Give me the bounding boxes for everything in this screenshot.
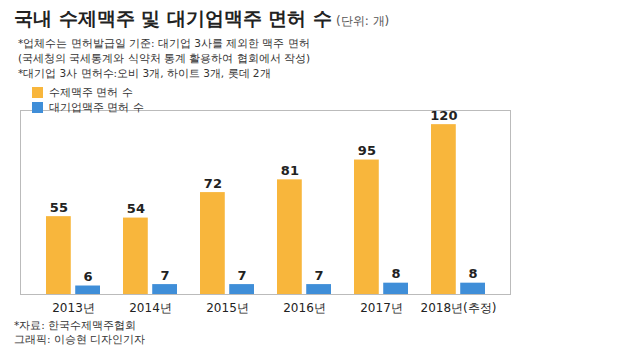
svg-text:54: 54 xyxy=(127,201,145,216)
svg-text:2016년: 2016년 xyxy=(283,301,326,315)
svg-text:120: 120 xyxy=(430,107,458,123)
svg-text:2017년: 2017년 xyxy=(360,301,403,315)
svg-text:8: 8 xyxy=(469,266,478,281)
html-text:(국세청의 국세통계와 식약처 통계 활용하여 협회에서 작: (국세청의 국세통계와 식약처 통계 활용하여 협회에서 작성) xyxy=(18,52,311,64)
svg-text:72: 72 xyxy=(204,176,222,191)
svg-text:7: 7 xyxy=(161,268,170,283)
svg-text:7: 7 xyxy=(238,268,247,283)
html-text:*자료: 한국수제맥주협회: *자료: 한국수제맥주협회 xyxy=(14,319,137,331)
svg-text:2015년: 2015년 xyxy=(206,301,249,315)
svg-text:2013년: 2013년 xyxy=(52,301,95,315)
svg-text:8: 8 xyxy=(392,266,401,281)
svg-text:2014년: 2014년 xyxy=(129,301,172,315)
html-text:*대기업 3사 면허수:오비 3개, 하이트 3개, 롯데: *대기업 3사 면허수:오비 3개, 하이트 3개, 롯데 2개 xyxy=(18,67,271,79)
html-text:*업체수는 면허발급일 기준: 대기업 3사를 제외한 맥주: *업체수는 면허발급일 기준: 대기업 3사를 제외한 맥주 면허 xyxy=(18,37,310,49)
svg-text:6: 6 xyxy=(84,269,93,284)
svg-text:81: 81 xyxy=(281,163,299,178)
html-text:수제맥주 면허 수: 수제맥주 면허 수 xyxy=(49,86,133,98)
html-text:대기업맥주 면허 수: 대기업맥주 면허 수 xyxy=(49,101,144,113)
svg-text:2018년(추정): 2018년(추정) xyxy=(421,301,497,315)
svg-text:95: 95 xyxy=(358,143,376,158)
svg-text:7: 7 xyxy=(315,268,324,283)
html-text:그래픽: 이승현 디자인기자: 그래픽: 이승현 디자인기자 xyxy=(14,333,146,345)
html-text:국내 수제맥주 및 대기업맥주 면허 수 (단위: 개): 국내 수제맥주 및 대기업맥주 면허 수 (단위: 개) xyxy=(14,7,390,29)
svg-text:55: 55 xyxy=(50,200,68,215)
